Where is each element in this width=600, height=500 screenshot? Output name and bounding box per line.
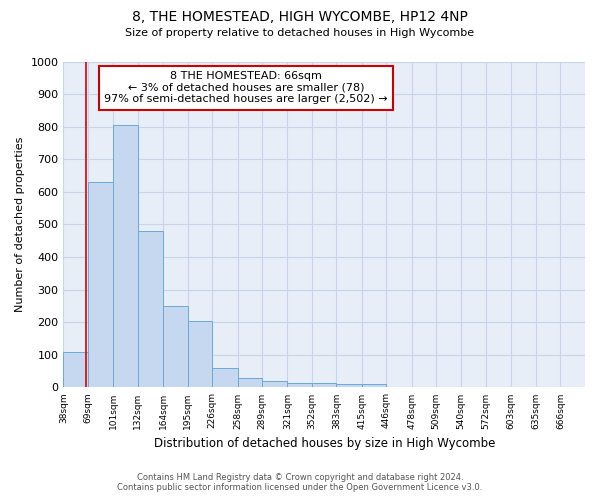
Bar <box>64 352 88 388</box>
Text: 8 THE HOMESTEAD: 66sqm
← 3% of detached houses are smaller (78)
97% of semi-deta: 8 THE HOMESTEAD: 66sqm ← 3% of detached … <box>104 72 388 104</box>
Text: Size of property relative to detached houses in High Wycombe: Size of property relative to detached ho… <box>125 28 475 38</box>
Bar <box>262 381 287 388</box>
Bar <box>212 368 238 388</box>
Bar <box>113 125 138 388</box>
Bar <box>163 306 188 388</box>
Bar <box>287 383 312 388</box>
Text: 8, THE HOMESTEAD, HIGH WYCOMBE, HP12 4NP: 8, THE HOMESTEAD, HIGH WYCOMBE, HP12 4NP <box>132 10 468 24</box>
Bar <box>138 231 163 388</box>
Bar <box>337 384 362 388</box>
Bar <box>88 182 113 388</box>
X-axis label: Distribution of detached houses by size in High Wycombe: Distribution of detached houses by size … <box>154 437 495 450</box>
Bar <box>362 384 386 388</box>
Text: Contains HM Land Registry data © Crown copyright and database right 2024.
Contai: Contains HM Land Registry data © Crown c… <box>118 473 482 492</box>
Bar <box>188 320 212 388</box>
Bar <box>238 378 262 388</box>
Bar <box>312 383 337 388</box>
Y-axis label: Number of detached properties: Number of detached properties <box>15 137 25 312</box>
